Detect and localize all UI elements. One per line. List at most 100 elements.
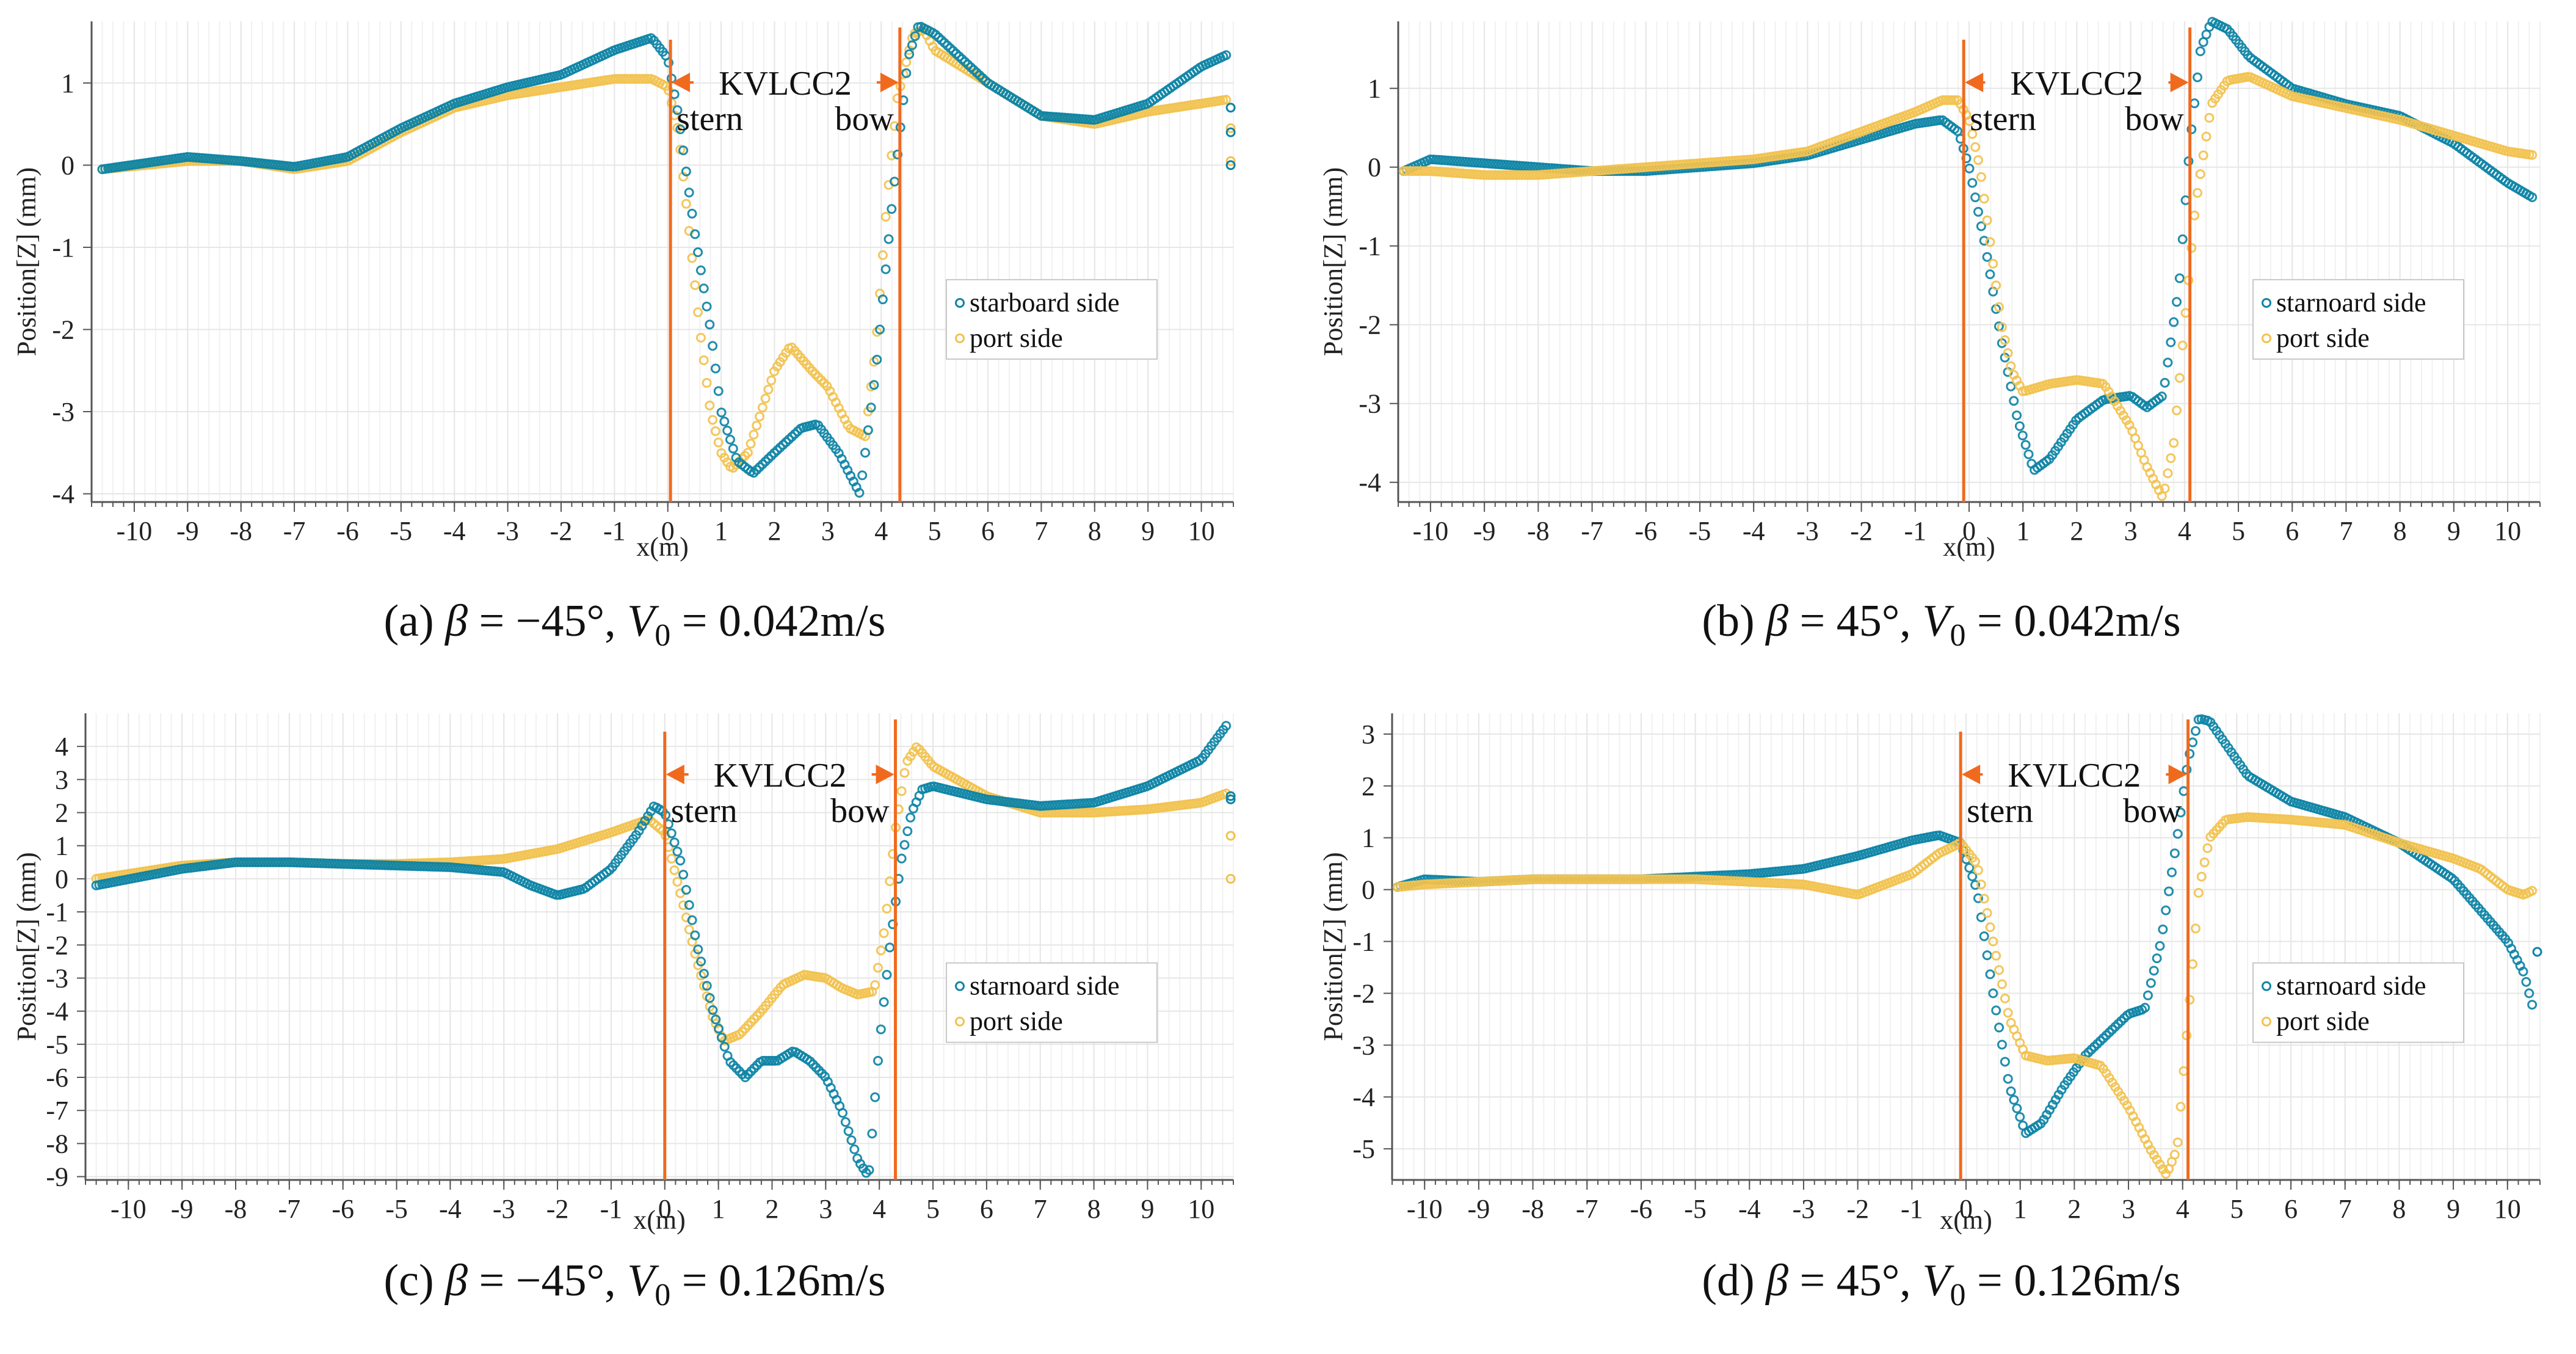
x-tick-label: -10 — [117, 516, 153, 546]
data-point — [2006, 361, 2016, 371]
data-point — [2169, 438, 2179, 448]
data-point — [1967, 871, 1978, 881]
y-tick-label: -1 — [46, 897, 68, 927]
x-tick-label: 2 — [2067, 1194, 2081, 1224]
data-point — [2521, 977, 2531, 987]
data-point — [1225, 794, 1236, 804]
data-point — [863, 425, 873, 435]
legend-marker — [955, 981, 965, 991]
data-point — [2174, 373, 2185, 383]
data-point — [1625, 874, 1635, 884]
data-point — [1964, 163, 1975, 173]
data-point — [1607, 874, 1617, 884]
x-tick-label: -5 — [1689, 516, 1711, 546]
data-point — [876, 1024, 886, 1035]
x-tick-label: -3 — [1796, 516, 1819, 546]
legend-d: starnoard side port side — [2252, 962, 2464, 1043]
data-point — [896, 853, 907, 864]
data-point — [2198, 150, 2208, 161]
arrow-right-head — [880, 73, 899, 92]
data-point — [1967, 178, 1978, 188]
data-point — [693, 307, 703, 318]
data-point — [2186, 124, 2197, 134]
data-point — [755, 412, 765, 422]
data-point — [1592, 874, 1602, 884]
x-tick-label: -7 — [278, 1194, 301, 1224]
data-point — [640, 74, 650, 84]
data-point — [1490, 170, 1501, 180]
hull-name-label: KVLCC2 — [714, 757, 847, 795]
x-tick-label: 6 — [980, 1194, 993, 1224]
data-point — [2014, 421, 2025, 431]
data-point — [1221, 95, 1232, 105]
data-point — [1538, 874, 1548, 884]
data-point — [2241, 812, 2251, 823]
data-point — [678, 145, 689, 156]
data-point — [1684, 874, 1694, 884]
data-point — [2155, 941, 2165, 951]
data-point — [705, 992, 715, 1003]
x-tick-label: 1 — [2016, 516, 2030, 546]
x-tick-label: 7 — [1034, 516, 1048, 546]
data-point — [1553, 874, 1564, 884]
data-point — [2191, 726, 2200, 736]
bow-label: bow — [2123, 792, 2182, 830]
data-point — [1526, 874, 1537, 884]
data-point — [710, 426, 720, 436]
data-point — [672, 876, 683, 887]
data-point — [1982, 252, 1992, 262]
legend-marker — [955, 1016, 965, 1027]
data-point — [684, 925, 694, 935]
x-tick-label: 8 — [2393, 516, 2407, 546]
data-point — [1672, 874, 1683, 884]
x-tick-label: 2 — [768, 516, 782, 546]
x-tick-label: -4 — [1738, 1194, 1761, 1224]
data-point — [1225, 873, 1236, 884]
data-point — [873, 1055, 883, 1066]
bow-label: bow — [2125, 100, 2184, 138]
x-tick-label: -7 — [1576, 1194, 1598, 1224]
data-point — [672, 846, 683, 857]
legend-marker — [955, 297, 965, 308]
data-point — [693, 247, 703, 258]
caption-a: (a) β = −45°, V0 = 0.042m/s — [383, 596, 886, 653]
data-point — [1970, 192, 1981, 203]
data-point — [1419, 166, 1429, 177]
data-point — [2532, 947, 2542, 957]
y-tick-label: -4 — [46, 997, 68, 1027]
data-point — [1973, 893, 1983, 903]
data-point — [678, 900, 689, 911]
data-point — [1481, 170, 1492, 180]
x-tick-label: -4 — [439, 1194, 462, 1224]
data-point — [1221, 50, 1232, 60]
data-point — [1225, 831, 1236, 841]
data-point — [1574, 874, 1584, 884]
data-point — [2160, 483, 2170, 493]
data-point — [1652, 874, 1662, 884]
data-point — [1505, 170, 1515, 180]
data-point — [2172, 1137, 2183, 1148]
caption-c: (c) β = −45°, V0 = 0.126m/s — [383, 1256, 886, 1312]
data-point — [2158, 924, 2168, 934]
x-tick-label: 3 — [821, 516, 835, 546]
arrow-left-head — [1965, 73, 1984, 92]
legend-label: starnoard side — [970, 971, 1120, 1001]
arrow-left-head — [1962, 765, 1981, 784]
data-point — [698, 355, 709, 365]
x-tick-label: 4 — [873, 1194, 886, 1224]
data-point — [885, 876, 895, 886]
grid-c — [85, 713, 1234, 1180]
data-point — [1982, 950, 1992, 961]
x-tick-label: 0 — [1959, 1194, 1973, 1224]
data-point — [2015, 1112, 2025, 1122]
data-point — [2160, 377, 2170, 388]
data-point — [876, 945, 886, 956]
y-tick-label: -2 — [52, 315, 74, 344]
data-point — [2146, 978, 2156, 988]
data-point — [849, 1144, 860, 1154]
data-point — [1520, 170, 1530, 180]
data-point — [2180, 308, 2191, 318]
data-point — [2017, 431, 2028, 441]
x-tick-label: 9 — [1141, 1194, 1154, 1224]
x-tick-label: -2 — [1846, 1194, 1869, 1224]
